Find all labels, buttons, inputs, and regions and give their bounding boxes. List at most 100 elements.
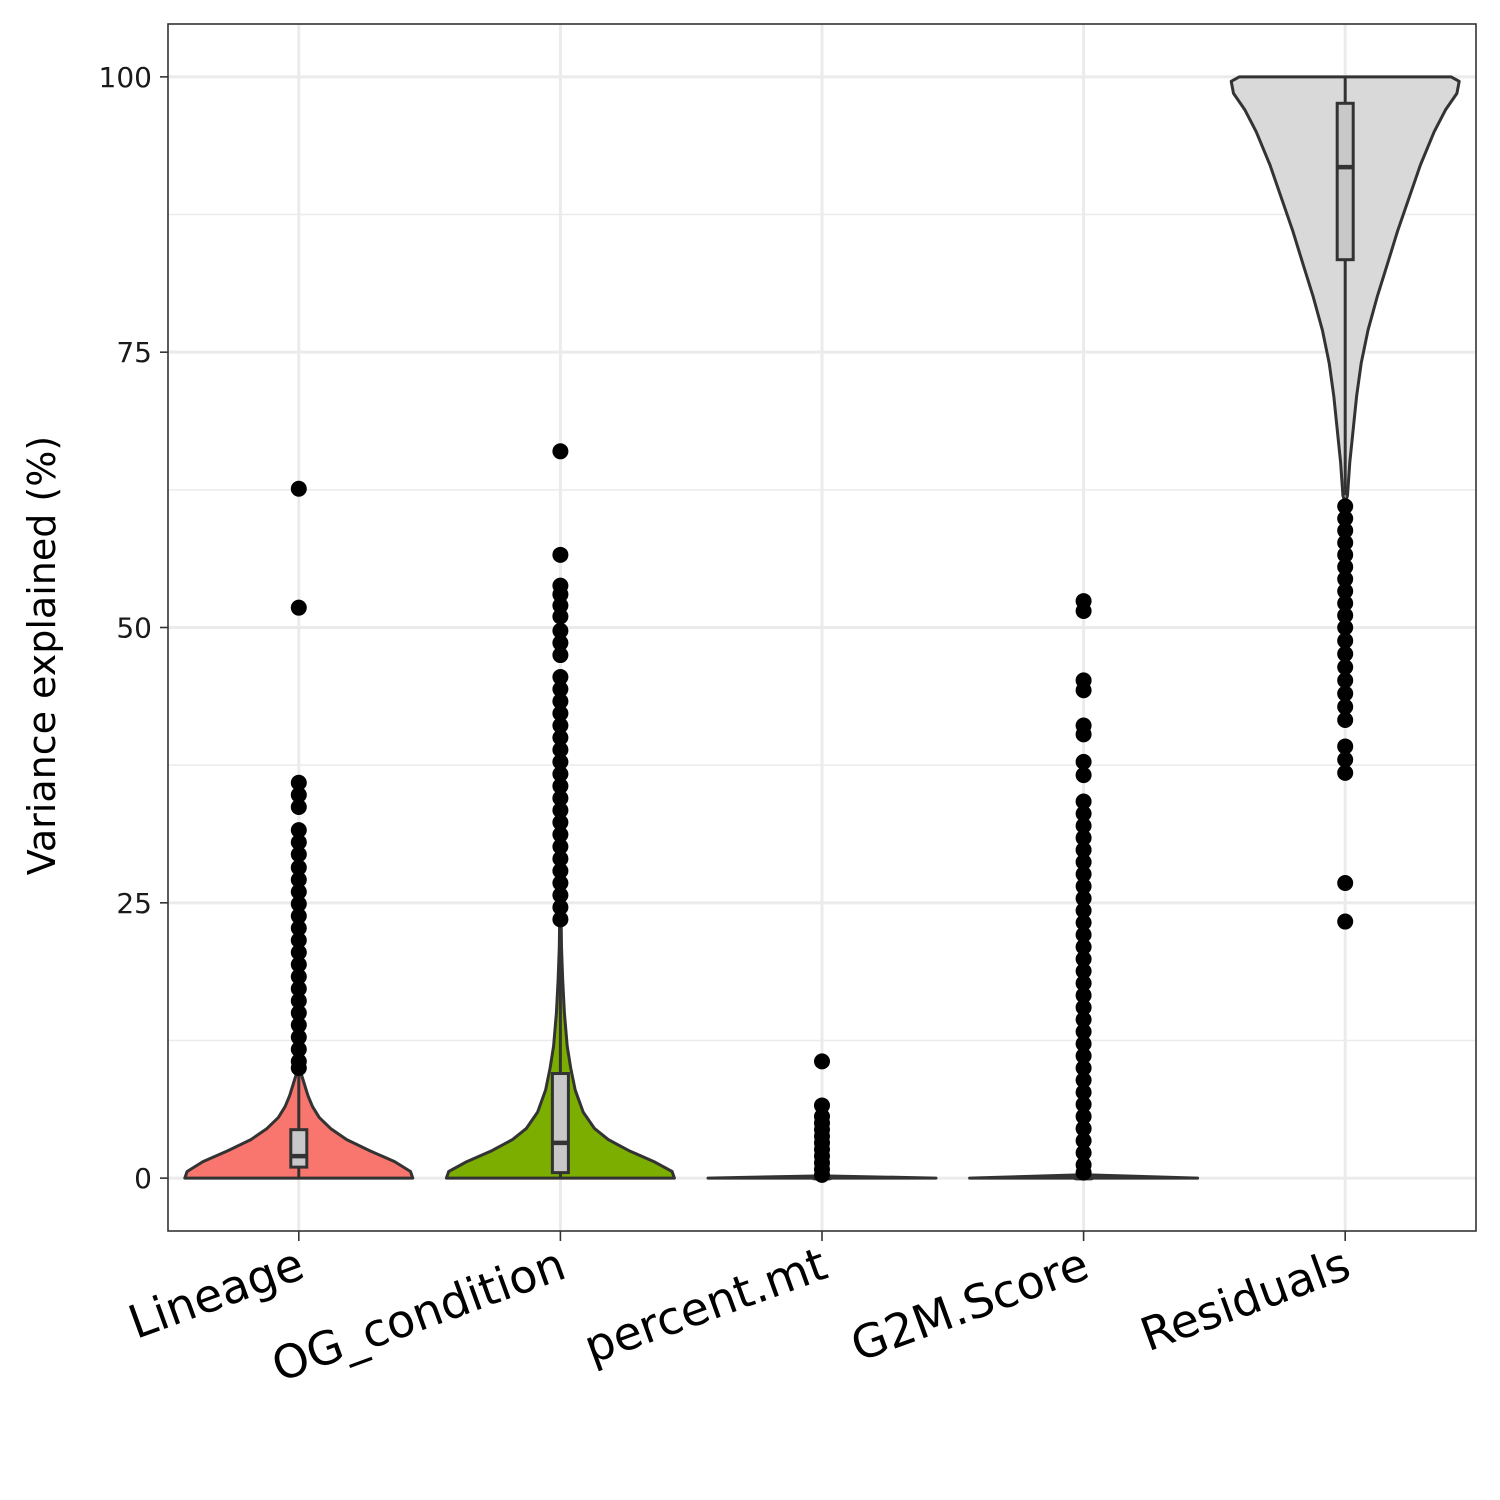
outlier-point bbox=[1075, 866, 1092, 883]
outlier-point bbox=[814, 1097, 830, 1114]
outlier-point bbox=[1075, 975, 1092, 992]
outlier-point bbox=[552, 753, 569, 770]
outlier-point bbox=[1075, 963, 1092, 980]
outlier-point bbox=[290, 859, 307, 876]
outlier-point bbox=[1075, 726, 1092, 743]
outlier-point bbox=[552, 899, 569, 916]
outlier-point bbox=[1337, 738, 1354, 755]
y-tick-label: 25 bbox=[116, 887, 152, 920]
outlier-point bbox=[1075, 753, 1092, 770]
y-tick-label: 50 bbox=[116, 612, 152, 645]
outlier-point bbox=[552, 838, 569, 855]
outlier-point bbox=[290, 956, 307, 973]
outlier-point bbox=[552, 814, 569, 831]
outlier-point bbox=[290, 1004, 307, 1021]
outlier-point bbox=[290, 920, 307, 937]
outlier-point bbox=[1337, 645, 1354, 662]
outlier-point bbox=[290, 980, 307, 997]
outlier-point bbox=[552, 741, 569, 758]
outlier-point bbox=[1337, 672, 1354, 689]
outlier-point bbox=[552, 443, 569, 460]
outlier-point bbox=[1075, 1132, 1092, 1149]
outlier-point bbox=[1075, 1072, 1092, 1089]
outlier-points bbox=[290, 443, 1354, 1183]
outlier-point bbox=[552, 765, 569, 782]
outlier-point bbox=[290, 1041, 307, 1058]
outlier-point bbox=[1075, 1060, 1092, 1077]
outlier-point bbox=[1337, 619, 1354, 636]
outlier-point bbox=[552, 887, 569, 904]
outlier-point bbox=[552, 802, 569, 819]
outlier-point bbox=[1075, 1023, 1092, 1040]
outlier-point bbox=[1075, 938, 1092, 955]
outlier-point bbox=[290, 786, 307, 803]
outlier-point bbox=[1075, 902, 1092, 919]
outlier-point bbox=[1337, 583, 1354, 600]
outlier-point bbox=[290, 895, 307, 912]
outlier-point bbox=[552, 705, 569, 722]
x-tick-label: OG_condition bbox=[265, 1237, 572, 1393]
grid-lines bbox=[168, 24, 1476, 1231]
outlier-point bbox=[1075, 805, 1092, 822]
outlier-point bbox=[1337, 510, 1354, 527]
outlier-point bbox=[290, 799, 307, 816]
outlier-point bbox=[290, 1017, 307, 1034]
outlier-point bbox=[552, 850, 569, 867]
outlier-point bbox=[290, 871, 307, 888]
outlier-point bbox=[1075, 1096, 1092, 1113]
outlier-point bbox=[1075, 878, 1092, 895]
outlier-point bbox=[1337, 874, 1354, 891]
box-iqr bbox=[289, 1128, 309, 1169]
outlier-point bbox=[552, 778, 569, 795]
outlier-point bbox=[814, 1166, 830, 1183]
outlier-point bbox=[1337, 607, 1354, 624]
outlier-point bbox=[1075, 841, 1092, 858]
outlier-point bbox=[1337, 595, 1354, 612]
outlier-point bbox=[552, 597, 569, 614]
outlier-point bbox=[290, 932, 307, 949]
outlier-point bbox=[1075, 854, 1092, 871]
outlier-point bbox=[1337, 751, 1354, 768]
outlier-point bbox=[290, 883, 307, 900]
outlier-point bbox=[1075, 1011, 1092, 1028]
outlier-point bbox=[290, 992, 307, 1009]
outlier-point bbox=[290, 834, 307, 851]
outlier-point bbox=[1337, 522, 1354, 539]
outlier-point bbox=[1337, 659, 1354, 676]
outlier-point bbox=[552, 608, 569, 625]
x-tick-label: percent.mt bbox=[577, 1237, 834, 1374]
outlier-point bbox=[552, 826, 569, 843]
outlier-point bbox=[1075, 1035, 1092, 1052]
outlier-point bbox=[1337, 534, 1354, 551]
outlier-point bbox=[290, 908, 307, 925]
outlier-point bbox=[290, 774, 307, 791]
box-iqr bbox=[550, 1072, 570, 1175]
outlier-point bbox=[552, 681, 569, 698]
outlier-point bbox=[1337, 698, 1354, 715]
outlier-point bbox=[1075, 1120, 1092, 1137]
outlier-point bbox=[290, 1029, 307, 1046]
y-tick-label: 75 bbox=[116, 336, 152, 369]
outlier-point bbox=[1337, 712, 1354, 729]
outlier-point bbox=[552, 790, 569, 807]
outlier-point bbox=[1075, 890, 1092, 907]
outlier-point bbox=[1075, 999, 1092, 1016]
y-axis-title: Variance explained (%) bbox=[20, 436, 64, 875]
outlier-point bbox=[552, 862, 569, 879]
outlier-point bbox=[1075, 767, 1092, 784]
outlier-point bbox=[290, 480, 307, 497]
x-tick-label: Residuals bbox=[1133, 1237, 1357, 1362]
outlier-point bbox=[1337, 498, 1354, 515]
outlier-point bbox=[1337, 764, 1354, 781]
outlier-point bbox=[552, 622, 569, 639]
outlier-point bbox=[1337, 571, 1354, 588]
outlier-point bbox=[552, 729, 569, 746]
outlier-point bbox=[1337, 913, 1354, 930]
outlier-point bbox=[1337, 685, 1354, 702]
outlier-point bbox=[552, 911, 569, 928]
outlier-point bbox=[552, 874, 569, 891]
outlier-point bbox=[552, 586, 569, 603]
x-tick-label: Lineage bbox=[121, 1237, 310, 1350]
